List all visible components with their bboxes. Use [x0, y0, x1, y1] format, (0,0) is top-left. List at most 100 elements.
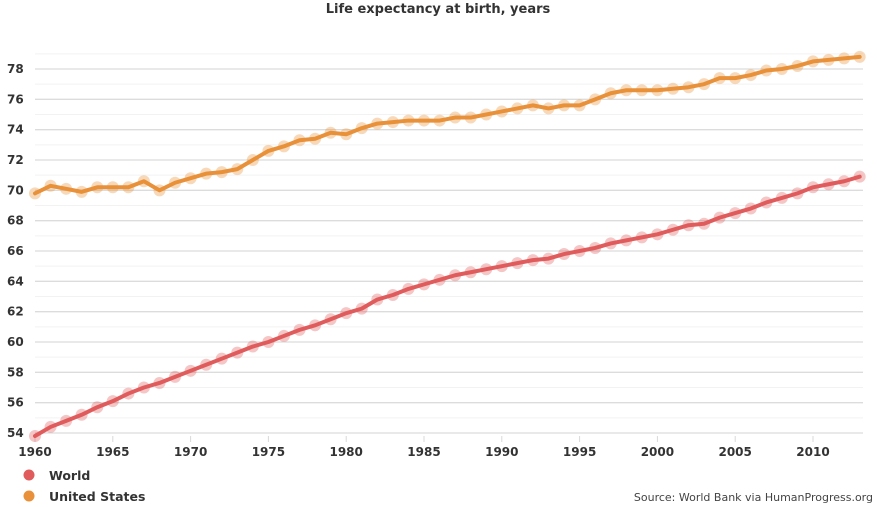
data-point[interactable]	[480, 263, 493, 276]
data-point[interactable]	[526, 254, 539, 267]
data-point[interactable]	[340, 307, 353, 320]
data-point[interactable]	[277, 329, 290, 342]
data-point[interactable]	[449, 269, 462, 282]
data-point[interactable]	[760, 196, 773, 209]
data-point[interactable]	[682, 81, 695, 94]
data-point[interactable]	[293, 323, 306, 336]
data-point[interactable]	[635, 84, 648, 97]
data-point[interactable]	[511, 257, 524, 270]
data-point[interactable]	[775, 191, 788, 204]
data-point[interactable]	[822, 53, 835, 66]
data-point[interactable]	[822, 178, 835, 191]
data-point[interactable]	[215, 166, 228, 179]
data-point[interactable]	[386, 116, 399, 129]
data-point[interactable]	[464, 266, 477, 279]
data-point[interactable]	[573, 245, 586, 257]
legend-item-world[interactable]: World	[23, 468, 91, 483]
data-point[interactable]	[418, 114, 430, 127]
data-point[interactable]	[651, 228, 664, 241]
data-point[interactable]	[791, 187, 804, 200]
data-point[interactable]	[526, 99, 539, 112]
data-point[interactable]	[402, 114, 415, 127]
data-point[interactable]	[122, 387, 135, 400]
data-point[interactable]	[744, 202, 757, 215]
data-point[interactable]	[402, 282, 415, 295]
data-point[interactable]	[91, 401, 104, 414]
data-point[interactable]	[137, 175, 150, 188]
data-point[interactable]	[44, 179, 57, 192]
data-point[interactable]	[91, 181, 104, 194]
data-point[interactable]	[106, 181, 119, 194]
data-point[interactable]	[340, 128, 353, 141]
data-point[interactable]	[542, 252, 555, 265]
data-point[interactable]	[231, 346, 244, 359]
data-point[interactable]	[231, 163, 244, 176]
data-point[interactable]	[324, 313, 337, 326]
data-point[interactable]	[495, 260, 508, 273]
data-point[interactable]	[698, 78, 711, 91]
data-point[interactable]	[713, 211, 726, 224]
data-point[interactable]	[386, 288, 399, 301]
data-point[interactable]	[153, 376, 166, 389]
data-point[interactable]	[200, 167, 213, 180]
data-point[interactable]	[651, 84, 664, 97]
data-point[interactable]	[169, 176, 182, 189]
data-point[interactable]	[760, 64, 773, 77]
data-point[interactable]	[589, 241, 602, 254]
data-point[interactable]	[262, 336, 275, 348]
data-point[interactable]	[44, 420, 57, 433]
data-point[interactable]	[573, 99, 586, 112]
data-point[interactable]	[495, 105, 508, 118]
data-point[interactable]	[75, 185, 88, 198]
data-point[interactable]	[215, 352, 228, 365]
data-point[interactable]	[433, 114, 446, 127]
data-point[interactable]	[464, 111, 477, 124]
data-point[interactable]	[246, 154, 259, 166]
data-point[interactable]	[29, 430, 41, 443]
data-point[interactable]	[106, 395, 119, 408]
data-point[interactable]	[449, 111, 462, 124]
data-point[interactable]	[433, 273, 446, 286]
data-point[interactable]	[137, 381, 150, 394]
data-point[interactable]	[838, 175, 851, 188]
data-point[interactable]	[807, 55, 819, 68]
data-point[interactable]	[309, 319, 322, 332]
data-point[interactable]	[604, 87, 617, 100]
data-point[interactable]	[807, 181, 819, 194]
data-point[interactable]	[355, 302, 368, 315]
data-point[interactable]	[713, 72, 726, 85]
data-point[interactable]	[729, 72, 742, 85]
data-point[interactable]	[169, 370, 182, 383]
data-point[interactable]	[542, 102, 555, 115]
data-point[interactable]	[635, 231, 648, 244]
data-point[interactable]	[729, 207, 742, 220]
data-point[interactable]	[604, 237, 617, 250]
data-point[interactable]	[184, 364, 197, 377]
data-point[interactable]	[60, 182, 73, 195]
data-point[interactable]	[666, 223, 679, 236]
data-point[interactable]	[853, 50, 866, 63]
data-point[interactable]	[666, 82, 679, 95]
data-point[interactable]	[371, 293, 384, 306]
data-point[interactable]	[371, 117, 384, 130]
data-point[interactable]	[60, 414, 73, 427]
data-point[interactable]	[589, 93, 602, 106]
data-point[interactable]	[122, 181, 135, 194]
data-point[interactable]	[293, 134, 306, 147]
data-point[interactable]	[838, 52, 851, 65]
data-point[interactable]	[744, 69, 757, 82]
data-point[interactable]	[558, 248, 571, 261]
data-point[interactable]	[277, 140, 290, 153]
data-point[interactable]	[791, 59, 804, 72]
data-point[interactable]	[511, 102, 524, 115]
data-point[interactable]	[418, 278, 430, 291]
data-point[interactable]	[262, 144, 275, 157]
data-point[interactable]	[153, 184, 166, 197]
data-point[interactable]	[775, 63, 788, 75]
data-point[interactable]	[682, 219, 695, 232]
data-point[interactable]	[200, 358, 213, 371]
data-point[interactable]	[309, 132, 322, 145]
data-point[interactable]	[480, 108, 493, 121]
data-point[interactable]	[75, 408, 88, 421]
data-point[interactable]	[29, 187, 41, 200]
